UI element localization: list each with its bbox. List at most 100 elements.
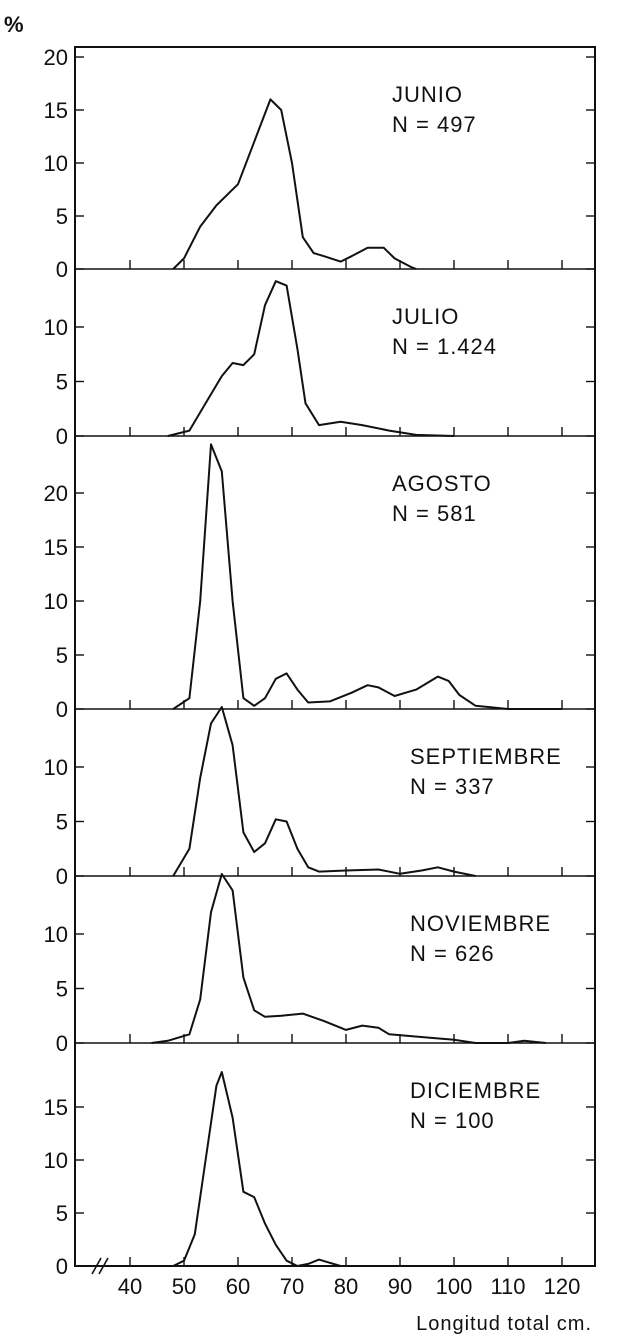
panel-agosto-data-point: [394, 695, 396, 697]
panel-junio-data-point: [237, 183, 239, 185]
panel-diciembre-data-point: [205, 1159, 207, 1161]
panel-noviembre-y-tick-label: 0: [56, 1031, 68, 1056]
panel-julio-data-point: [242, 364, 244, 366]
panel-septiembre-data-point: [437, 866, 439, 868]
panel-noviembre-data-point: [475, 1042, 477, 1044]
panel-septiembre-y-tick-label: 5: [56, 810, 68, 835]
panel-agosto-y-tick-label: 10: [44, 589, 68, 614]
panel-noviembre-data-point: [545, 1042, 547, 1044]
x-axis-label: Longitud total cm.: [416, 1313, 592, 1335]
panel-noviembre-data-point: [523, 1040, 525, 1042]
panel-septiembre-data-point: [172, 875, 174, 877]
panel-agosto-data-point: [561, 708, 563, 710]
panel-diciembre-month-label: DICIEMBRE: [410, 1078, 541, 1103]
panel-agosto-n-label: N = 581: [392, 501, 477, 526]
panel-noviembre-data-point: [453, 1039, 455, 1041]
panel-agosto-data-point: [507, 708, 509, 710]
panel-junio-series-line: [172, 98, 417, 270]
panel-julio-series-line: [167, 280, 455, 437]
panel-julio-data-point: [275, 280, 277, 282]
panel-septiembre-data-point: [453, 871, 455, 873]
panel-noviembre-data-point: [323, 1020, 325, 1022]
panel-agosto-data-point: [221, 470, 223, 472]
x-tick-label: 90: [388, 1274, 412, 1299]
panel-noviembre-data-point: [345, 1029, 347, 1031]
panel-septiembre-data-point: [286, 820, 288, 823]
y-unit-label: %: [4, 12, 24, 37]
panel-septiembre-data-point: [377, 868, 379, 871]
panel-junio-data-point: [253, 141, 255, 143]
panel-septiembre-data-point: [345, 869, 347, 872]
panel-julio-data-point: [253, 353, 255, 355]
panel-julio-y-tick-label: 0: [56, 424, 68, 449]
panel-junio-data-point: [350, 255, 352, 257]
panel-julio-data-point: [205, 402, 207, 404]
panel-agosto-data-point: [377, 686, 379, 689]
panel-junio-data-point: [302, 236, 304, 238]
x-tick-label: 70: [280, 1274, 304, 1299]
panel-agosto-data-point: [329, 700, 331, 703]
panel-junio-data-point: [313, 252, 315, 254]
panel-junio-data-point: [340, 260, 342, 263]
panel-junio-y-tick-label: 10: [44, 151, 68, 176]
panel-septiembre-data-point: [264, 842, 266, 844]
panel-septiembre-y-tick-label: 10: [44, 755, 68, 780]
panel-agosto-data-point: [350, 692, 352, 694]
panel-septiembre-y-tick-label: 0: [56, 864, 68, 889]
panel-julio-data-point: [296, 348, 298, 350]
panel-diciembre-data-point: [318, 1259, 320, 1261]
panel-agosto-data-point: [448, 680, 450, 682]
panel-junio-data-point: [215, 204, 217, 206]
panel-julio-data-point: [453, 435, 455, 437]
panel-junio-y-tick-label: 5: [56, 204, 68, 229]
panel-noviembre-data-point: [264, 1016, 266, 1018]
panel-noviembre-data-point: [253, 1009, 255, 1011]
panel-julio-data-point: [361, 424, 363, 426]
panel-junio-data-point: [383, 247, 385, 249]
x-tick-label: 50: [172, 1274, 196, 1299]
panel-noviembre-data-point: [507, 1042, 509, 1044]
panel-noviembre-data-point: [361, 1024, 363, 1027]
panel-julio-data-point: [340, 421, 342, 423]
panel-noviembre-data-point: [302, 1012, 304, 1015]
panel-septiembre-data-point: [399, 873, 401, 875]
panel-diciembre-n-label: N = 100: [410, 1108, 495, 1133]
panel-julio-data-point: [388, 429, 390, 432]
panel-diciembre-data-point: [275, 1244, 277, 1246]
x-tick-label: 60: [226, 1274, 250, 1299]
panel-agosto-data-point: [296, 688, 298, 691]
panel-agosto-data-point: [437, 676, 439, 678]
panel-septiembre-data-point: [421, 869, 423, 872]
panel-julio-data-point: [232, 362, 234, 364]
panel-noviembre-data-point: [388, 1033, 390, 1035]
x-tick-label: 110: [490, 1274, 525, 1299]
axis-break-mark: [91, 1257, 102, 1275]
panel-noviembre-data-point: [221, 873, 223, 875]
panel-agosto-data-point: [242, 697, 244, 699]
panel-noviembre-data-point: [167, 1040, 169, 1042]
panel-agosto-month-label: AGOSTO: [392, 471, 492, 496]
panel-agosto-data-point: [275, 678, 277, 680]
panel-junio-data-point: [394, 257, 396, 259]
panel-julio-data-point: [304, 402, 307, 404]
panel-diciembre-data-point: [183, 1260, 185, 1262]
panel-agosto-series-line: [172, 443, 562, 710]
panel-junio-month-label: JUNIO: [392, 82, 463, 107]
panel-agosto-data-point: [458, 694, 460, 696]
panel-septiembre-data-point: [210, 722, 212, 725]
panel-agosto-y-tick-label: 15: [44, 535, 68, 560]
panel-agosto-data-point: [253, 705, 255, 707]
panel-septiembre-data-point: [475, 875, 477, 877]
panel-junio-data-point: [367, 247, 369, 249]
panel-septiembre-data-point: [221, 706, 223, 708]
panel-agosto-data-point: [415, 688, 417, 691]
panel-diciembre-data-point: [221, 1071, 223, 1073]
panel-diciembre-series-line: [172, 1071, 341, 1267]
chart-frame: [74, 46, 596, 1267]
panel-julio-data-point: [188, 429, 190, 432]
panel-agosto-data-point: [307, 701, 309, 704]
panel-agosto-y-tick-label: 0: [56, 697, 68, 722]
panel-julio-data-point: [264, 304, 266, 306]
panel-septiembre-data-point: [188, 848, 190, 850]
